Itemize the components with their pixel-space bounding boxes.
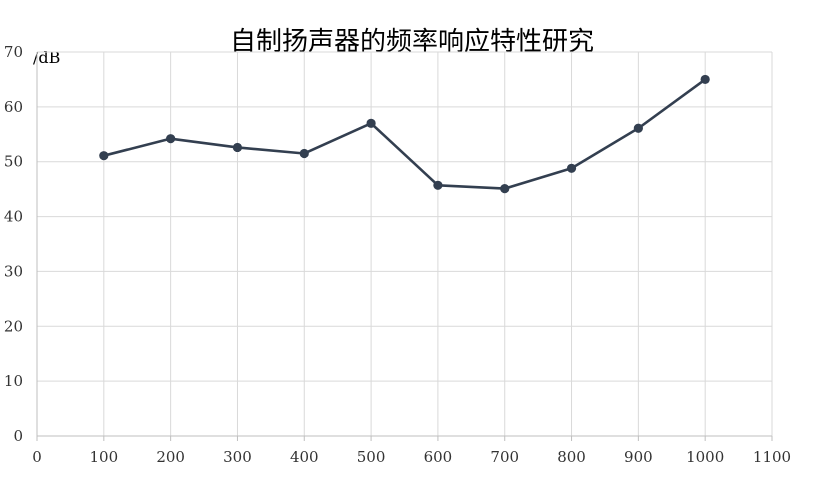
y-tick-label: 20	[4, 317, 23, 335]
x-tick-label: 900	[624, 448, 653, 466]
data-point	[700, 74, 710, 85]
y-tick-label: 60	[4, 98, 23, 116]
x-tick-label: 200	[156, 448, 185, 466]
data-point	[566, 163, 577, 173]
y-axis-unit-label: /dB	[33, 48, 60, 67]
series-line	[103, 78, 706, 190]
data-point	[500, 183, 510, 194]
data-point	[633, 123, 643, 133]
x-tick-label: 1000	[686, 448, 724, 466]
data-point	[433, 180, 443, 190]
tick-labels: 0 100 200 300 400 500 600 700 800 900 1000 1100 0 10 2…	[4, 43, 791, 466]
gridlines	[37, 51, 773, 436]
x-tick-label: 800	[557, 448, 586, 466]
y-tick-label: 70	[4, 43, 23, 61]
y-tick-label: 50	[4, 153, 23, 171]
y-tick-label: 10	[4, 372, 23, 390]
y-tick-label: 30	[4, 262, 23, 280]
x-tick-label: 0	[32, 448, 42, 466]
y-tick-label: 40	[4, 208, 23, 226]
data-point	[232, 142, 243, 153]
y-tick-label: 0	[13, 427, 23, 445]
data-point	[99, 151, 109, 161]
data-point	[366, 118, 376, 128]
x-tick-label: 600	[424, 448, 453, 466]
x-tick-label: 300	[223, 448, 252, 466]
series-layer	[99, 74, 710, 194]
x-tick-label: 400	[290, 448, 319, 466]
x-tick-label: 700	[490, 448, 519, 466]
data-point	[166, 134, 176, 144]
x-tick-label: 500	[357, 448, 386, 466]
x-tick-label: 100	[89, 448, 118, 466]
x-tick-label: 1100	[753, 448, 791, 466]
data-point	[299, 148, 309, 159]
axes	[36, 52, 773, 441]
